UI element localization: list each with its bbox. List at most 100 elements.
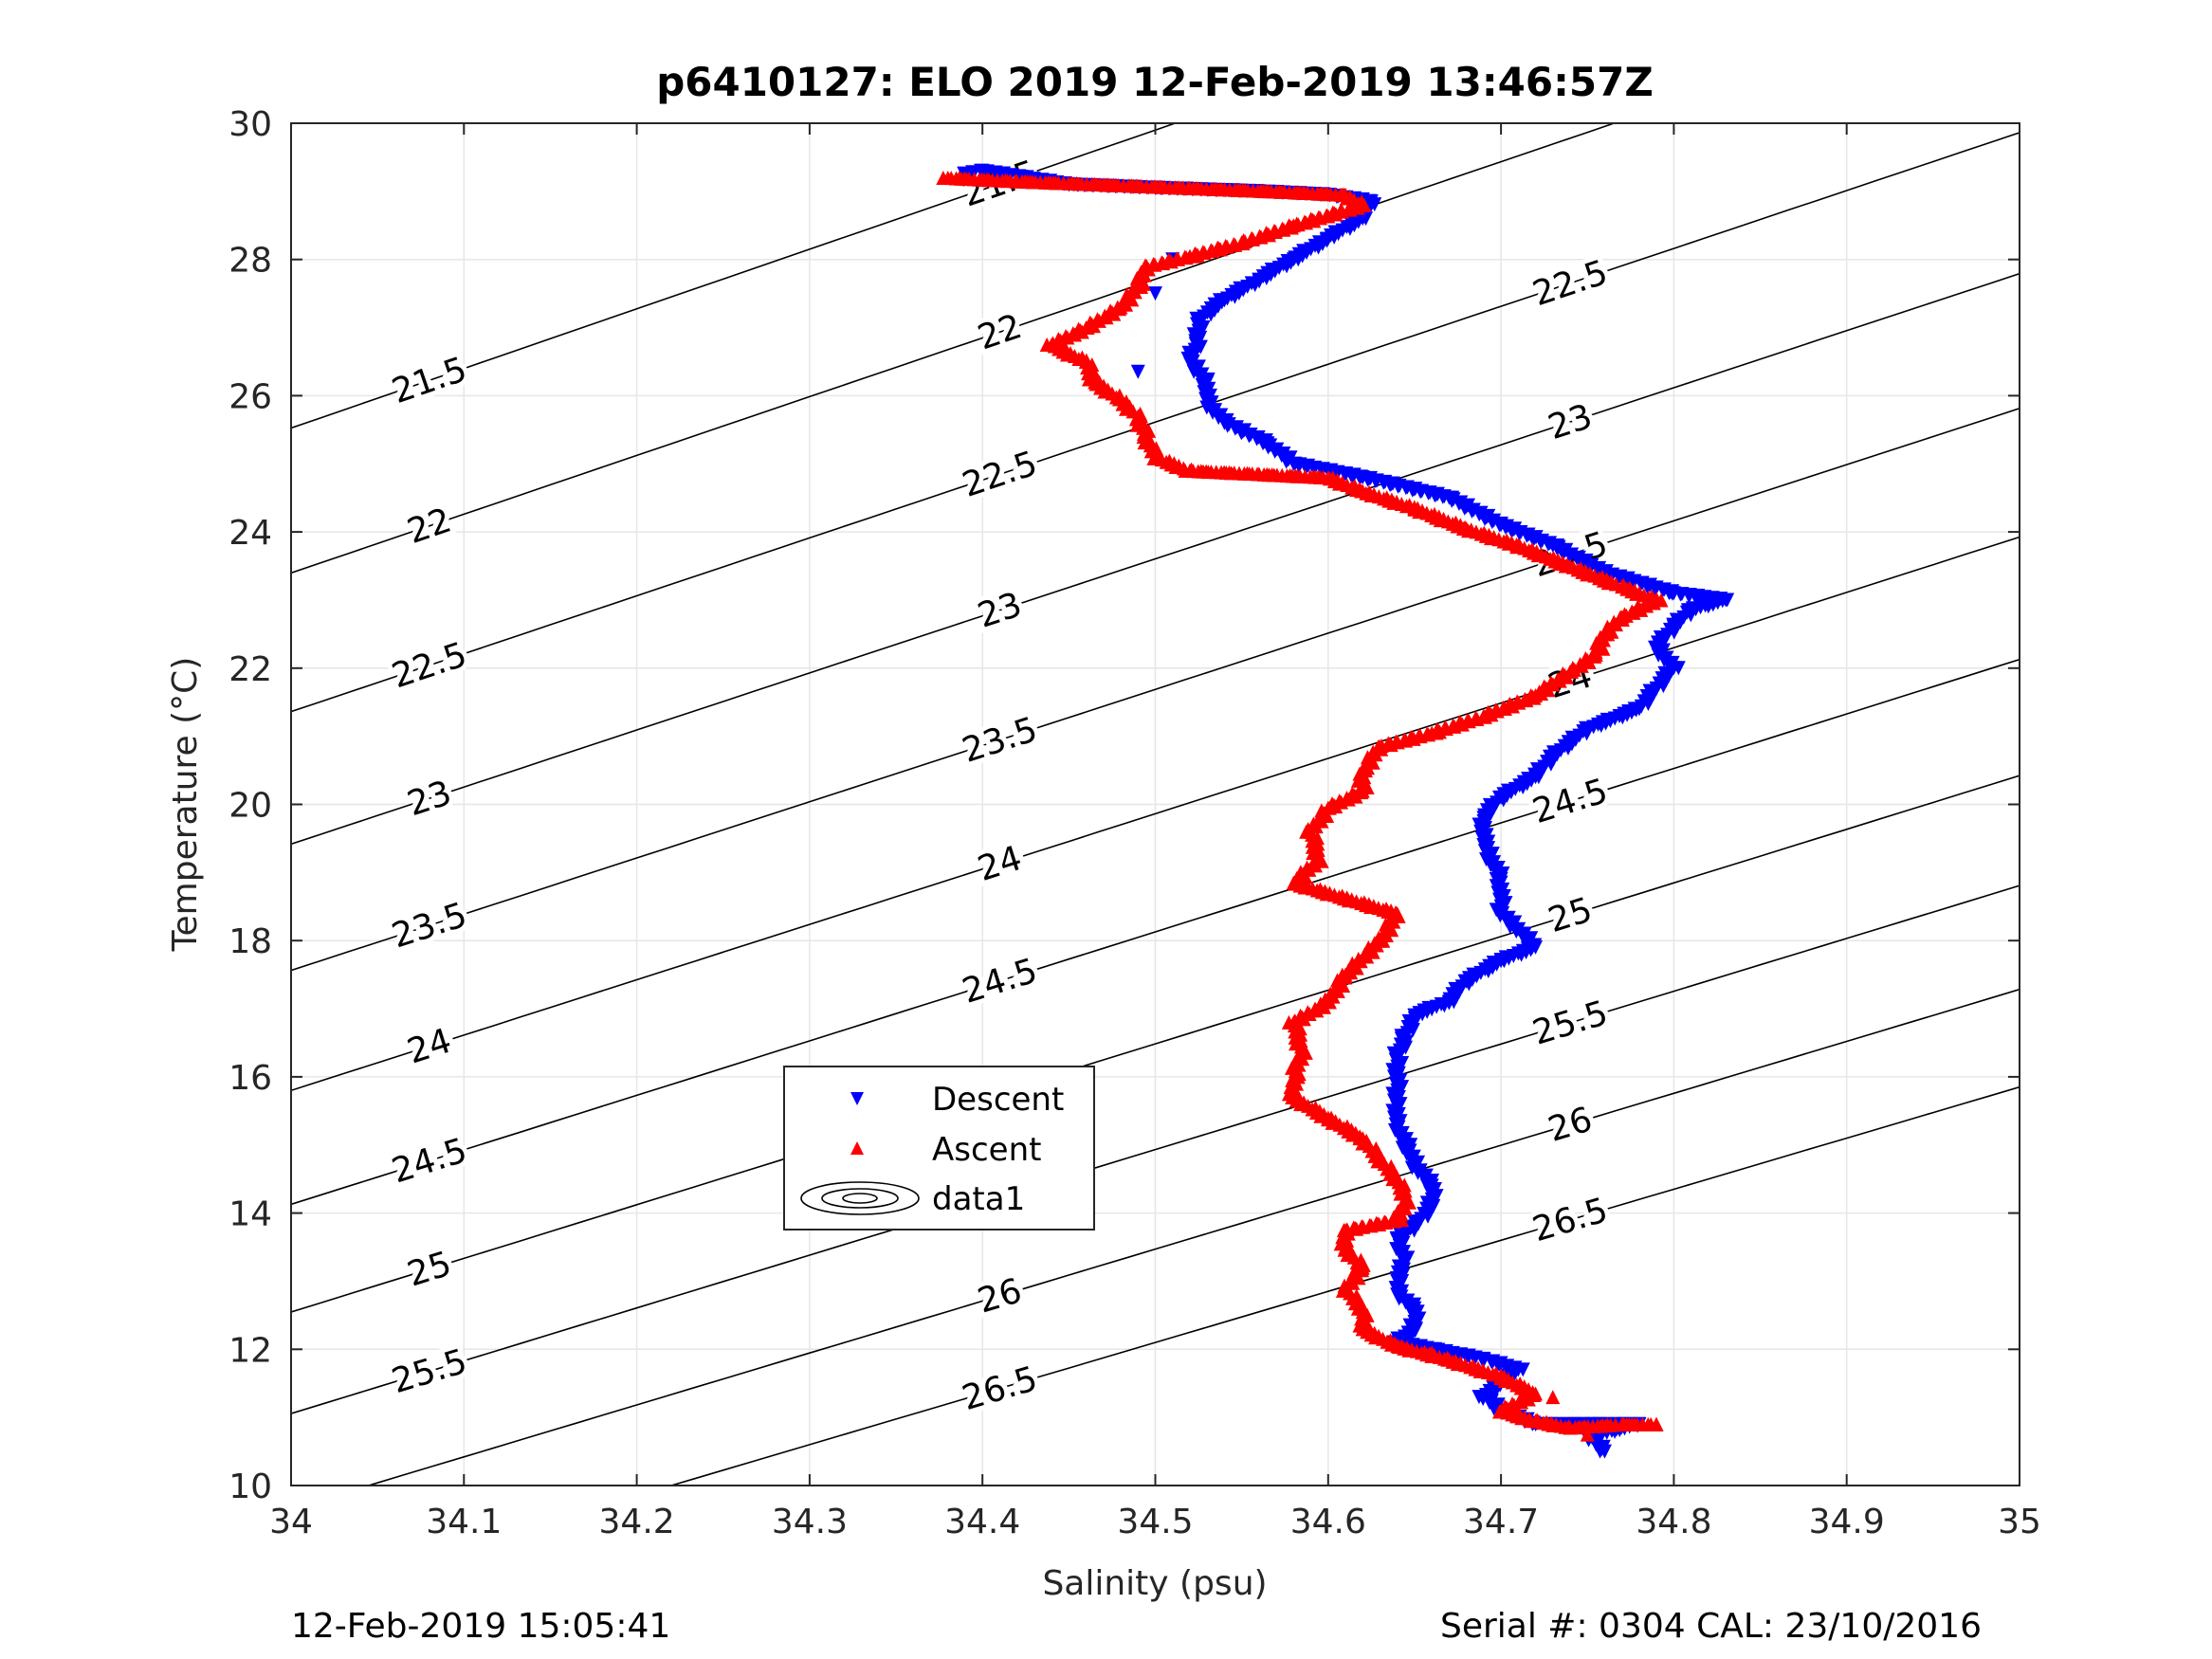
ascent-marker [1615, 1416, 1630, 1431]
descent-marker [1528, 939, 1544, 955]
descent-marker [1666, 661, 1681, 676]
descent-marker [1476, 1390, 1491, 1405]
descent-marker [1718, 592, 1733, 608]
descent-marker [1216, 293, 1232, 308]
ascent-marker [1372, 738, 1387, 754]
ascent-marker [1372, 933, 1387, 948]
ascent-marker [1649, 592, 1664, 608]
ascent-marker [1321, 1110, 1336, 1125]
ascent-marker [1338, 967, 1353, 982]
descent-marker [1398, 1253, 1414, 1268]
descent-marker [1407, 1008, 1422, 1023]
y-tick-label: 14 [229, 1195, 272, 1234]
ascent-marker [1182, 463, 1197, 478]
ascent-marker [1294, 1042, 1309, 1057]
contour-line [365, 988, 2020, 1486]
ascent-marker [1079, 320, 1094, 336]
ascent-marker [1390, 1339, 1405, 1354]
descent-marker [1441, 490, 1456, 505]
descent-marker [1528, 770, 1544, 785]
descent-marker [1407, 1158, 1422, 1173]
descent-marker [1130, 364, 1145, 379]
descent-marker [1597, 565, 1612, 580]
descent-marker [1390, 1273, 1405, 1288]
ascent-marker [1454, 717, 1470, 732]
descent-marker [1476, 1352, 1491, 1367]
ascent-marker [1338, 1240, 1353, 1255]
ascent-marker [1312, 851, 1327, 866]
ascent-marker [1088, 374, 1103, 390]
ascent-marker [1596, 641, 1611, 656]
x-tick-label: 34.5 [1117, 1503, 1193, 1541]
ascent-marker [1580, 1427, 1595, 1442]
ascent-marker [1398, 733, 1414, 748]
contour-line [291, 123, 1617, 574]
ascent-marker [1252, 466, 1267, 482]
descent-marker [1216, 415, 1232, 430]
ascent-marker [1372, 1151, 1387, 1166]
descent-marker [1199, 395, 1215, 410]
ascent-marker [1510, 538, 1526, 553]
legend: Descent Ascent data1 [783, 1066, 1095, 1231]
ascent-marker [1205, 244, 1220, 259]
ascent-marker [1246, 231, 1261, 246]
legend-descent-label: Descent [932, 1081, 1064, 1119]
ascent-marker [1459, 521, 1474, 537]
x-tick-label: 34.2 [599, 1503, 675, 1541]
descent-marker [1182, 354, 1197, 369]
ascent-marker [1269, 184, 1284, 199]
descent-marker [1476, 838, 1491, 853]
ascent-marker [1383, 738, 1398, 753]
descent-marker [975, 163, 990, 178]
ascent-marker [1390, 1212, 1405, 1228]
descent-marker [1493, 518, 1508, 533]
ascent-marker [1649, 1416, 1664, 1431]
ascent-marker [1130, 279, 1145, 294]
descent-marker [1252, 272, 1267, 287]
ascent-marker [1130, 409, 1145, 424]
ascent-marker [1441, 1352, 1456, 1367]
ascent-marker [1276, 222, 1291, 237]
ascent-marker [1424, 725, 1439, 740]
ascent-marker [1286, 1089, 1301, 1104]
descent-marker [1398, 1138, 1414, 1153]
y-tick-label: 20 [229, 787, 272, 826]
ascent-marker [1597, 627, 1612, 642]
ascent-marker [1338, 1223, 1353, 1238]
ascent-marker [1355, 1131, 1370, 1146]
ascent-marker [1545, 1390, 1561, 1405]
descent-marker [1390, 1287, 1405, 1303]
descent-marker [1363, 194, 1379, 210]
ascent-marker [1563, 558, 1578, 574]
ascent-marker [1079, 354, 1094, 369]
ascent-marker [1528, 1413, 1544, 1429]
descent-marker [1260, 436, 1275, 451]
y-tick-label: 26 [229, 377, 272, 416]
contour-line [668, 1085, 2020, 1486]
ascent-marker [1588, 647, 1603, 662]
ascent-marker [1321, 800, 1336, 815]
x-tick-label: 34.7 [1463, 1503, 1539, 1541]
ascent-marker [1261, 228, 1276, 243]
descent-marker [1493, 790, 1508, 805]
x-tick-label: 35 [1998, 1503, 2041, 1541]
descent-marker [1424, 1178, 1439, 1194]
descent-marker [1580, 721, 1595, 737]
ascent-marker [1447, 719, 1462, 734]
descent-marker [1666, 586, 1681, 601]
ascent-marker [941, 170, 956, 185]
contour-line [291, 884, 2020, 1414]
legend-ascent-marker [850, 1141, 864, 1155]
descent-marker [1390, 1048, 1405, 1064]
descent-marker [1398, 1029, 1414, 1044]
descent-marker [1666, 620, 1681, 635]
ascent-marker [1044, 337, 1059, 353]
ascent-marker [1349, 1221, 1364, 1236]
ascent-marker [1563, 664, 1578, 679]
descent-marker [1390, 1232, 1405, 1248]
descent-marker [1493, 954, 1508, 969]
ascent-marker [1390, 905, 1405, 921]
ascent-marker [1182, 248, 1197, 264]
y-tick-label: 12 [229, 1331, 272, 1370]
x-axis-label: Salinity (psu) [1042, 1564, 1267, 1603]
